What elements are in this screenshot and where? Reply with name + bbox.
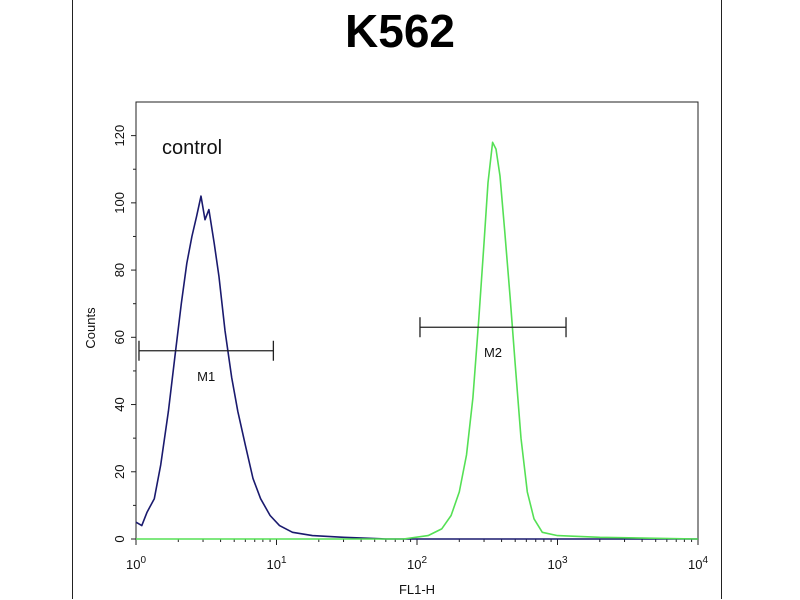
histogram-series-2 <box>136 141 699 540</box>
control-annotation: control <box>162 137 222 159</box>
y-tick-label: 40 <box>112 397 127 411</box>
y-tick-label: 60 <box>112 330 127 344</box>
plot-area-border <box>135 101 699 540</box>
y-tick-label: 80 <box>112 263 127 277</box>
y-axis-title: Counts <box>83 307 98 349</box>
x-tick-label: 102 <box>407 555 427 572</box>
plot-frame <box>72 0 722 599</box>
x-tick-label: 100 <box>126 555 146 572</box>
chart-title: K562 <box>345 5 455 57</box>
x-tick-label: 103 <box>547 555 567 572</box>
y-tick-label: 120 <box>112 125 127 147</box>
x-axis-title: FL1-H <box>399 582 435 597</box>
y-tick-label: 20 <box>112 465 127 479</box>
y-tick-label: 100 <box>112 192 127 214</box>
marker-label: M2 <box>484 345 502 360</box>
histogram-series-1 <box>135 195 698 540</box>
marker-label: M1 <box>197 369 215 384</box>
x-tick-label: 101 <box>266 555 286 572</box>
x-tick-label: 104 <box>688 555 708 572</box>
y-tick-label: 0 <box>112 535 127 542</box>
